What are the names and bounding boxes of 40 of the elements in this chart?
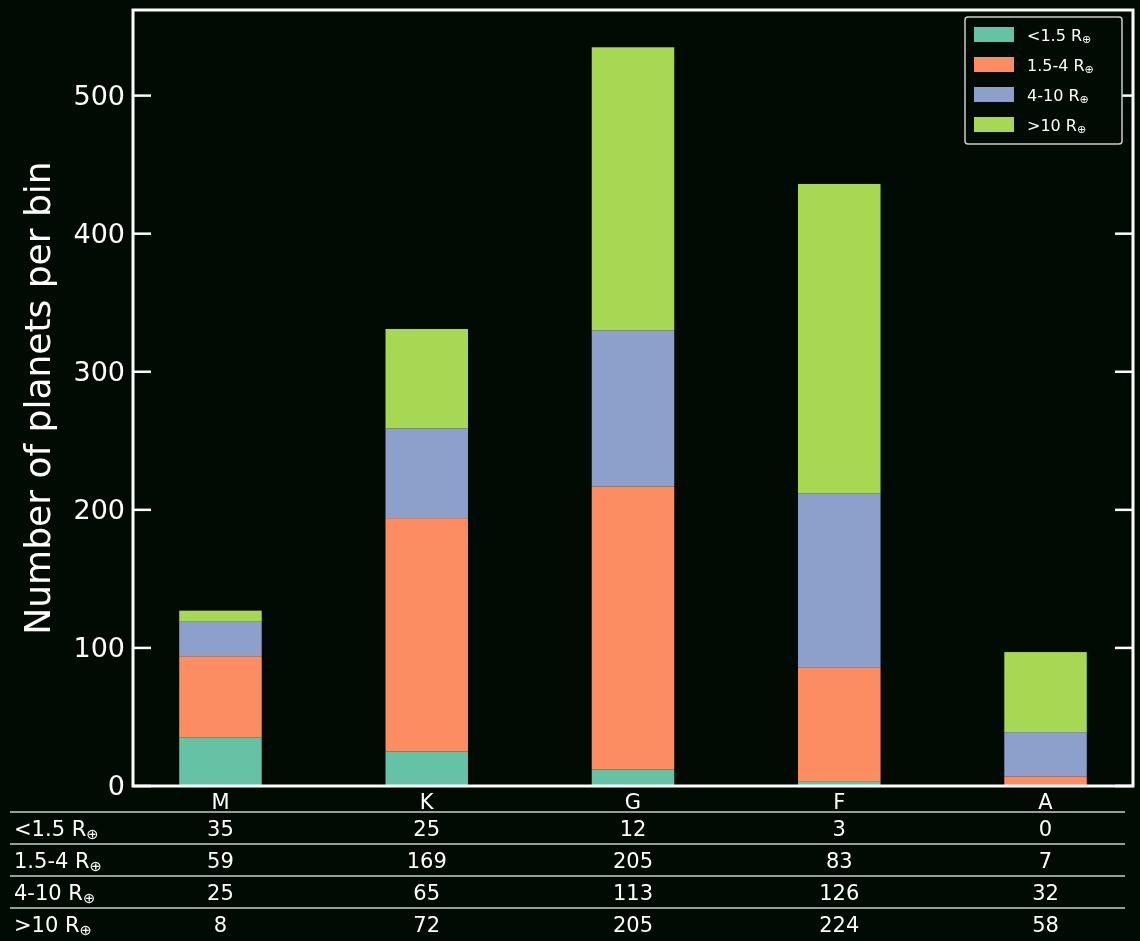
legend-label: >10 R$_{⊕}$ — [1027, 115, 1087, 136]
legend-label: 1.5-4 R$_{⊕}$ — [1027, 55, 1094, 76]
text: 1.5-4 R$_{⊕}$ — [14, 849, 102, 875]
data-label: 25 — [413, 817, 441, 842]
data-label: 205 — [612, 849, 654, 874]
data-label: 126 — [819, 881, 860, 906]
data-label: 25 — [207, 881, 234, 906]
y-axis-title: Number of planets per bin — [17, 161, 58, 635]
legend-label: 4-10 R$_{⊕}$ — [1027, 85, 1089, 106]
data-label: 83 — [825, 849, 853, 874]
data-label: 8 — [213, 913, 228, 938]
data-label: 32 — [1032, 881, 1059, 906]
data-label: 7 — [1038, 849, 1053, 874]
data-label: 59 — [207, 849, 234, 874]
data-label: 224 — [819, 913, 860, 938]
text: 4-10 R$_{⊕}$ — [14, 881, 96, 907]
data-label: 3 — [832, 817, 846, 842]
y-tick-label: 0 — [107, 770, 125, 802]
data-label: 58 — [1032, 913, 1059, 938]
text: <1.5 R$_{⊕}$ — [14, 817, 99, 843]
legend-label: <1.5 R$_{⊕}$ — [1027, 25, 1092, 46]
x-tick-label: F — [833, 790, 846, 814]
x-tick-label: A — [1038, 790, 1054, 814]
y-tick-label: 300 — [73, 356, 125, 388]
y-tick-label: 200 — [73, 494, 125, 526]
data-label: 35 — [207, 817, 234, 842]
y-tick-label: 100 — [73, 632, 125, 664]
data-label: 113 — [612, 881, 654, 906]
data-label: 12 — [619, 817, 647, 842]
x-tick-label: M — [211, 790, 230, 814]
data-label: 0 — [1038, 817, 1053, 842]
data-label: 65 — [413, 881, 441, 906]
x-tick-label: G — [624, 790, 642, 814]
x-tick-label: K — [419, 790, 435, 814]
data-label: 169 — [406, 849, 447, 874]
y-tick-label: 400 — [73, 218, 125, 250]
y-tick-label: 500 — [73, 80, 125, 112]
text: >10 R$_{⊕}$ — [14, 913, 92, 939]
data-label: 205 — [612, 913, 654, 938]
data-label: 72 — [413, 913, 441, 938]
